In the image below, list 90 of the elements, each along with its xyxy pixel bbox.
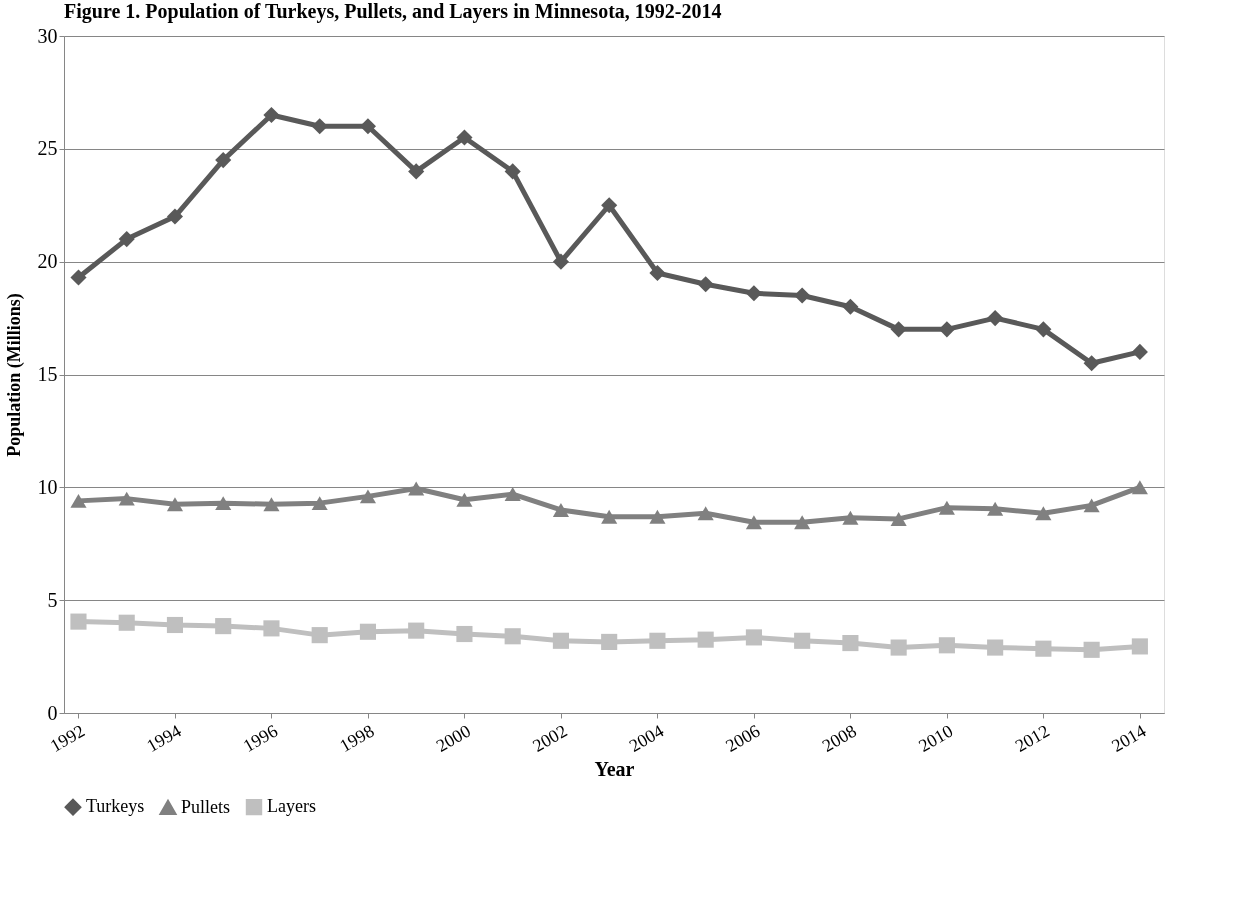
point [263, 497, 280, 512]
point [70, 269, 87, 286]
point [842, 510, 859, 525]
point [263, 106, 280, 124]
point [215, 618, 232, 635]
y-tick-label: 25 [37, 137, 58, 160]
y-axis-title: Population (Millions) [3, 293, 25, 457]
point [987, 639, 1004, 656]
y-tick-label: 15 [37, 363, 58, 385]
point [408, 163, 425, 180]
point [552, 502, 569, 517]
point [118, 614, 135, 631]
point [697, 276, 714, 293]
legend-label: Pullets [181, 796, 231, 817]
point [697, 631, 714, 648]
point [70, 493, 87, 508]
point [70, 613, 87, 630]
x-tick-label: 2000 [432, 720, 474, 757]
point [601, 509, 618, 524]
legend-label: Layers [267, 796, 316, 817]
point [890, 639, 907, 656]
point [890, 321, 907, 338]
point [649, 509, 666, 524]
point [842, 634, 859, 652]
point [1131, 343, 1148, 360]
point [1083, 641, 1100, 658]
point [552, 253, 569, 270]
point [456, 492, 473, 507]
point [1035, 640, 1052, 657]
y-tick-label: 20 [37, 250, 58, 273]
point [166, 616, 184, 634]
y-tick-label: 5 [47, 588, 58, 611]
point [118, 231, 135, 248]
point [1083, 355, 1100, 372]
point [987, 310, 1004, 327]
point [504, 628, 521, 645]
point [649, 632, 666, 649]
point [456, 625, 473, 643]
legend-label: Turkeys [86, 796, 145, 817]
point [118, 491, 135, 506]
point [745, 285, 762, 302]
point [938, 637, 955, 654]
x-tick-label: 1998 [336, 720, 378, 757]
point [745, 515, 762, 530]
y-tick-label: 10 [37, 475, 58, 498]
point [794, 287, 811, 304]
chart-title: Figure 1. Population of Turkeys, Pullets, and Layers in Minnesota, 1992-2014 [64, 0, 722, 23]
x-tick-label: 2008 [818, 720, 860, 757]
x-axis-title: Year [594, 758, 635, 781]
point [359, 623, 377, 640]
x-tick-label: 1994 [143, 720, 185, 757]
y-tick-label: 30 [37, 24, 58, 47]
point [1035, 506, 1052, 521]
point [166, 208, 184, 225]
point [1083, 498, 1100, 513]
point [794, 632, 811, 649]
point [649, 264, 666, 282]
point [456, 129, 473, 146]
point [987, 501, 1004, 516]
x-tick-label: 1996 [239, 720, 281, 757]
point [890, 511, 907, 526]
point [215, 152, 232, 169]
point [408, 481, 425, 496]
point [263, 620, 280, 637]
x-tick-label: 2004 [625, 720, 667, 757]
point [504, 163, 521, 180]
point [311, 627, 328, 644]
x-tick-label: 2012 [1011, 720, 1053, 757]
point [311, 118, 328, 135]
x-tick-label: 2006 [722, 720, 764, 757]
point [215, 496, 232, 511]
point [359, 489, 377, 504]
point [794, 515, 811, 530]
point [938, 500, 955, 515]
point [745, 629, 762, 646]
point [697, 506, 714, 521]
point [842, 298, 859, 315]
x-tick-label: 2002 [529, 720, 571, 757]
point [504, 487, 521, 502]
point [1035, 321, 1052, 338]
point [408, 622, 425, 639]
point [552, 632, 569, 649]
point [1131, 480, 1148, 495]
point [601, 197, 618, 214]
x-tick-label: 2014 [1108, 720, 1150, 757]
point [166, 497, 184, 512]
x-tick-label: 2010 [915, 720, 957, 757]
point [1131, 638, 1148, 655]
point [601, 633, 618, 650]
point [311, 496, 328, 511]
